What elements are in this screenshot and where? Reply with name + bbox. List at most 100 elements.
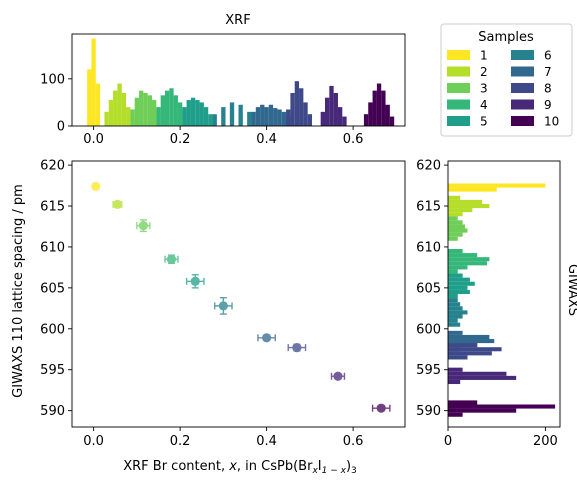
giwaxs-bar (448, 314, 463, 319)
legend-label-6: 6 (544, 49, 552, 63)
xrf-bar (264, 107, 269, 126)
giwaxs-bar (448, 289, 470, 294)
xrf-bar (113, 90, 118, 126)
scatter-marker (292, 343, 302, 353)
xrf-bar (329, 85, 334, 126)
legend-label-3: 3 (480, 82, 488, 96)
main-xlabel-part-2: x (228, 459, 237, 474)
xrf-y-tick-label: 0 (57, 120, 65, 135)
xrf-bar (95, 83, 101, 126)
giwaxs-bar (448, 412, 463, 417)
legend-swatch-1 (447, 50, 470, 60)
main-frame (71, 160, 406, 428)
xrf-bar (221, 107, 226, 126)
xrf-bar (376, 83, 382, 126)
legend-label-7: 7 (544, 65, 552, 79)
main-y-tick-label: 620 (40, 159, 65, 174)
legend-label-1: 1 (480, 49, 488, 63)
giwaxs-y-tick-label: 595 (416, 363, 441, 378)
giwaxs-bar (448, 408, 517, 413)
xrf-bar (117, 83, 122, 126)
xrf-bar (212, 114, 217, 126)
scatter-marker (333, 371, 343, 381)
giwaxs-bar (448, 310, 468, 315)
xrf-bar (177, 102, 183, 126)
legend-swatch-9 (511, 99, 534, 110)
data-point-4 (164, 254, 179, 265)
xrf-y-tick-label: 100 (40, 72, 65, 87)
xrf-bar (389, 116, 395, 126)
data-point-2 (112, 199, 123, 209)
main-xlabel-part-8: 3 (351, 466, 357, 476)
giwaxs-y-tick-label: 620 (416, 159, 441, 174)
giwaxs-bar (448, 224, 466, 229)
xrf-bar (104, 111, 109, 126)
xrf-bar (299, 88, 304, 126)
xrf-x-tick-label: 0.6 (343, 132, 364, 147)
main-y-tick-label: 615 (40, 200, 65, 215)
legend-label-9: 9 (544, 98, 552, 112)
main-y-tick-label: 590 (40, 404, 65, 419)
xrf-bar (368, 102, 373, 126)
xrf-bar (152, 100, 157, 126)
giwaxs-bar (448, 375, 517, 380)
data-point-7 (257, 333, 276, 343)
main-y-tick-label: 605 (40, 281, 65, 296)
xrf-bar (130, 109, 135, 126)
giwaxs-bar (448, 306, 463, 311)
giwaxs-bar (448, 351, 492, 356)
giwaxs-y-tick-label: 590 (416, 404, 441, 419)
scatter-marker (112, 199, 123, 209)
legend-label-5: 5 (480, 115, 488, 129)
xrf-bar (277, 109, 282, 126)
legend-swatch-7 (511, 66, 534, 77)
giwaxs-bar (448, 277, 470, 282)
main-y-tick-label: 595 (40, 363, 65, 378)
giwaxs-bar (448, 216, 458, 221)
data-point-9 (330, 371, 346, 381)
giwaxs-bar (448, 269, 458, 274)
legend-swatch-2 (447, 66, 470, 77)
xrf-bar (342, 116, 347, 126)
giwaxs-bar (448, 199, 483, 204)
xrf-bar (268, 104, 274, 126)
giwaxs-bar (448, 404, 556, 409)
xrf-x-tick-label: 0.2 (170, 132, 191, 147)
xrf-bar (156, 107, 161, 126)
giwaxs-bar (448, 339, 495, 344)
giwaxs-bar (448, 228, 468, 233)
main-x-tick-label: 0.6 (343, 434, 364, 449)
scatter-marker (262, 333, 272, 343)
xrf-bar (260, 104, 265, 126)
giwaxs-bar (448, 232, 463, 237)
giwaxs-bar (448, 294, 458, 299)
giwaxs-bar (448, 298, 458, 303)
main-xlabel-part-3: , in CsPb(Br (237, 459, 313, 474)
giwaxs-y-tick-label: 600 (416, 322, 441, 337)
giwaxs-bar (448, 265, 468, 270)
main-xlabel: XRF Br content, x, in CsPb(BrxI1 − x)3 (123, 459, 357, 476)
scatter-marker (138, 221, 148, 231)
scatter-points (91, 181, 391, 413)
main-y-tick-label: 600 (40, 322, 65, 337)
scatter-marker (166, 254, 177, 264)
legend-label-2: 2 (480, 65, 488, 79)
data-point-6 (214, 296, 233, 315)
xrf-bar (247, 111, 252, 126)
giwaxs-bar (448, 400, 478, 405)
xrf-axes: 0.0 0.2 0.4 0.6 0 100 (40, 72, 363, 147)
giwaxs-histogram-panel: 0 200 590 595 600 605 610 615 620 GIWAXS (416, 159, 577, 449)
data-point-1 (91, 181, 101, 191)
xrf-bar (87, 69, 92, 126)
giwaxs-y-tick-label: 605 (416, 281, 441, 296)
giwaxs-bar (448, 347, 502, 352)
legend-swatch-3 (447, 83, 470, 93)
xrf-bar (160, 95, 165, 126)
xrf-bar (121, 92, 127, 126)
main-x-tick-label: 0.0 (83, 434, 104, 449)
xrf-bar (294, 81, 300, 126)
xrf-bar (126, 107, 131, 126)
giwaxs-bar (448, 379, 461, 385)
xrf-bars (87, 38, 395, 126)
xrf-frame (71, 33, 406, 127)
